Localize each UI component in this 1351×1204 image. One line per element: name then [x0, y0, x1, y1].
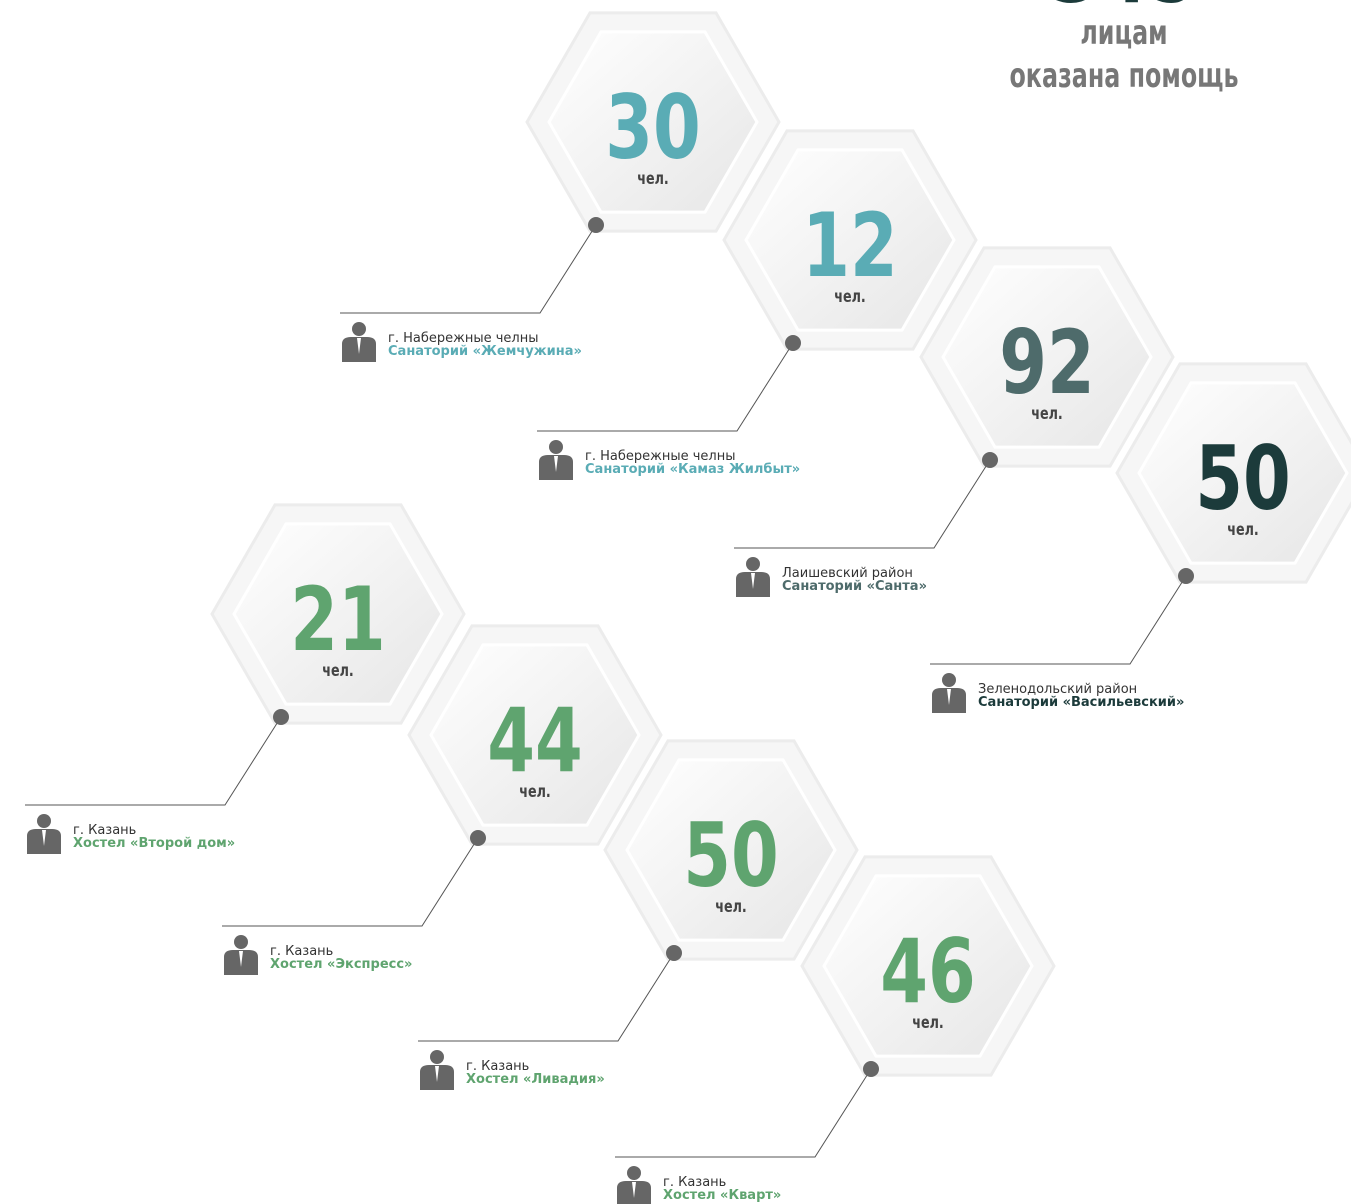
unit: чел.: [637, 168, 669, 188]
place: Санаторий «Камаз Жилбыт»: [585, 462, 800, 477]
connector: [537, 342, 794, 432]
hex-inner: [822, 874, 1034, 1058]
place: Хостел «Экспресс»: [270, 957, 412, 972]
unit: чел.: [912, 1012, 944, 1032]
icon-head: [430, 1050, 444, 1064]
dot: [273, 709, 289, 725]
place: Санаторий «Жемчужина»: [388, 344, 582, 359]
unit: чел.: [1227, 519, 1259, 539]
unit: чел.: [834, 286, 866, 306]
value: 44: [487, 690, 583, 793]
city: Лаишевский район: [782, 566, 913, 581]
icon-head: [352, 322, 366, 336]
hex-inner: [429, 643, 641, 827]
place: Хостел «Второй дом»: [73, 836, 235, 851]
city: Зеленодольский район: [978, 682, 1137, 697]
value: 12: [802, 195, 898, 298]
icon-body: [932, 688, 966, 713]
place: Хостел «Ливадия»: [466, 1072, 605, 1087]
value: 21: [290, 569, 386, 672]
connector: [734, 459, 991, 549]
total: 345: [1051, 0, 1198, 23]
connector: [930, 575, 1187, 665]
dot: [785, 335, 801, 351]
icon-head: [234, 935, 248, 949]
unit: чел.: [519, 781, 551, 801]
icon-head: [627, 1166, 641, 1180]
icon-head: [37, 814, 51, 828]
dot: [863, 1061, 879, 1077]
dot: [588, 217, 604, 233]
icon-head: [942, 673, 956, 687]
place: Санаторий «Санта»: [782, 579, 927, 594]
hex-inner: [625, 758, 837, 942]
connector: [340, 224, 597, 314]
dot: [666, 945, 682, 961]
value: 46: [880, 921, 976, 1024]
place: Хостел «Кварт»: [663, 1188, 781, 1203]
icon-head: [746, 557, 760, 571]
dot: [982, 452, 998, 468]
connector: [418, 952, 675, 1042]
place: Санаторий «Васильевский»: [978, 695, 1184, 710]
icon-body: [342, 337, 376, 362]
city: г. Казань: [663, 1175, 726, 1190]
dot: [470, 830, 486, 846]
hex-inner: [941, 265, 1153, 449]
city: г. Казань: [73, 823, 136, 838]
city: г. Набережные челны: [585, 449, 735, 464]
icon-body: [539, 455, 573, 480]
icon-body: [420, 1065, 454, 1090]
icon-body: [736, 572, 770, 597]
value: 50: [683, 805, 779, 908]
icon-body: [224, 950, 258, 975]
icon-head: [549, 440, 563, 454]
header-line: лицам: [1080, 13, 1167, 52]
dot: [1178, 568, 1194, 584]
unit: чел.: [1031, 403, 1063, 423]
hex-inner: [1137, 381, 1349, 565]
header-line: оказана помощь: [1009, 56, 1238, 95]
unit: чел.: [715, 896, 747, 916]
icon-body: [617, 1181, 651, 1204]
city: г. Казань: [270, 944, 333, 959]
unit: чел.: [322, 660, 354, 680]
connector: [615, 1068, 872, 1158]
city: г. Набережные челны: [388, 331, 538, 346]
connector: [25, 716, 282, 806]
value: 92: [999, 312, 1095, 415]
connector: [222, 837, 479, 927]
city: г. Казань: [466, 1059, 529, 1074]
value: 50: [1195, 428, 1291, 531]
value: 30: [605, 77, 701, 180]
icon-body: [27, 829, 61, 854]
hex-inner: [744, 148, 956, 332]
hex-inner: [232, 522, 444, 706]
hex-inner: [547, 30, 759, 214]
